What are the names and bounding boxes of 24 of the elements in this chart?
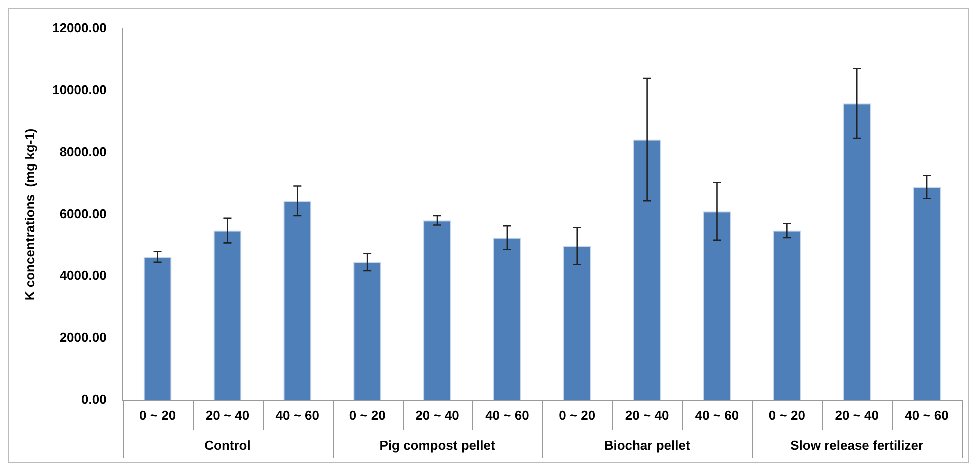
y-tick-label: 6000.00 [60, 206, 107, 222]
y-tick-label: 0.00 [82, 392, 107, 407]
x-tick-label: 0 ~ 20 [349, 408, 386, 423]
y-tick-label: 10000.00 [52, 82, 107, 98]
x-tick-label: 0 ~ 20 [140, 408, 176, 423]
x-tick-label: 40 ~ 60 [695, 408, 740, 423]
x-tick-label: 40 ~ 60 [486, 408, 530, 423]
text: Control [204, 438, 251, 453]
x-tick-label: 20 ~ 40 [835, 408, 879, 423]
x-tick-label: 20 ~ 40 [206, 408, 250, 423]
y-axis-title: K concentrations (mg kg-1) [22, 128, 38, 301]
x-tick-label: 40 ~ 60 [276, 408, 320, 423]
x-tick-label: 40 ~ 60 [905, 408, 949, 423]
x-tick-label: 0 ~ 20 [768, 408, 806, 423]
y-tick-label: 4000.00 [60, 268, 107, 284]
y-tick-label: 2000.00 [60, 330, 107, 346]
text: Biochar pellet [604, 438, 691, 453]
x-tick-label: 0 ~ 20 [559, 408, 596, 423]
text: Slow release fertilizer [790, 438, 924, 453]
x-tick-label: 20 ~ 40 [625, 408, 670, 423]
y-tick-label: 12000.00 [52, 20, 107, 36]
y-tick-label: 8000.00 [60, 144, 107, 160]
x-tick-label: 20 ~ 40 [416, 408, 460, 423]
text: Pig compost pellet [380, 438, 496, 453]
